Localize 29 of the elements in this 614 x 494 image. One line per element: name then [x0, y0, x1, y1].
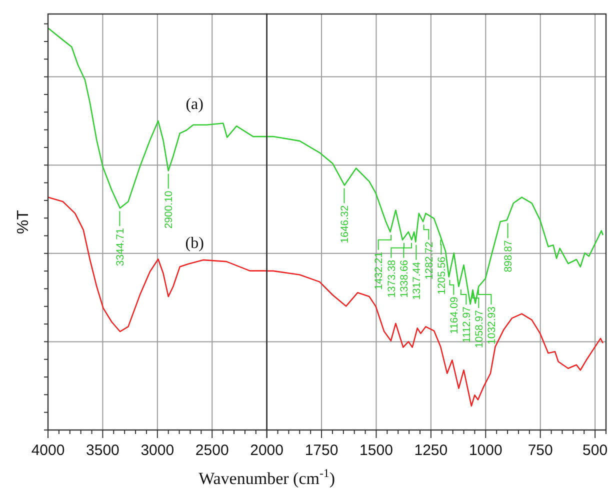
x-tick-label: 2500	[195, 442, 229, 459]
annotation: 1112.97	[460, 306, 473, 343]
series-label: (a)	[186, 96, 204, 113]
x-tick-label: 1750	[304, 442, 338, 459]
annotation: 3344.71	[114, 228, 126, 266]
annotation: 1282.72	[423, 241, 436, 280]
x-tick-label: 1000	[468, 442, 502, 459]
annotation: 1032.93	[486, 306, 498, 344]
annotation: 1317.44	[410, 262, 423, 300]
x-tick-label: 4000	[31, 442, 65, 459]
annotation: 1432.21	[373, 252, 386, 290]
x-tick-label: 1500	[360, 442, 393, 459]
x-tick-label: 1250	[414, 442, 448, 459]
x-axis-title: Wavenumber (cm$^{-1}$)	[198, 466, 336, 488]
annotation: 1646.32	[339, 205, 352, 244]
x-tick-label: 750	[528, 442, 553, 459]
annotation: 1205.56	[436, 256, 448, 295]
y-axis-title: %T	[15, 210, 32, 234]
annotation: 1373.38	[386, 260, 398, 298]
annotation: 898.87	[502, 240, 515, 272]
series-label: (b)	[185, 234, 204, 252]
annotation: 1338.66	[398, 260, 410, 298]
x-tick-label: 500	[582, 442, 608, 459]
annotation: 1164.09	[448, 296, 460, 334]
annotation: 2900.10	[163, 190, 176, 229]
x-tick-label: 2000	[250, 442, 284, 459]
x-tick-label: 3500	[86, 442, 120, 459]
x-tick-label: 3000	[140, 442, 174, 459]
annotation: 1058.97	[473, 310, 486, 348]
